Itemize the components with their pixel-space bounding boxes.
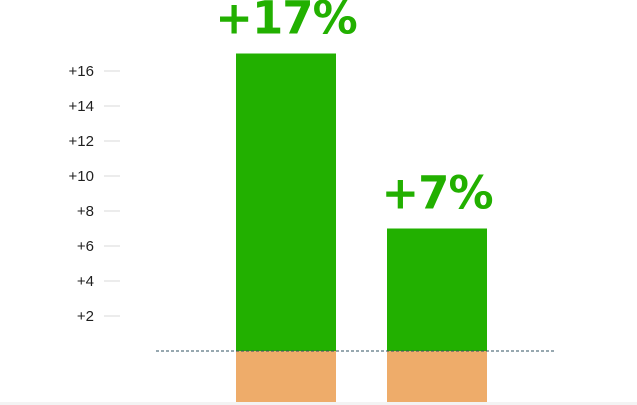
y-tick-label: +8 [77, 203, 94, 220]
bar-data-label: +7% [381, 167, 492, 220]
y-axis: +2 +4 +6 +8 +10 +12 +14 +16 [69, 63, 120, 325]
bars [156, 53, 556, 402]
y-tick-label: +6 [77, 238, 94, 255]
bottom-divider [0, 402, 637, 405]
y-tick-label: +10 [69, 168, 94, 185]
bar [387, 228, 487, 351]
bar-below-baseline [387, 351, 487, 402]
y-tick-label: +16 [69, 63, 94, 80]
bar-data-label: +17% [215, 0, 356, 45]
y-tick-label: +2 [77, 308, 94, 325]
data-labels: +17% +7% [215, 0, 493, 220]
y-tick-label: +14 [69, 98, 94, 115]
bar-below-baseline [236, 351, 336, 402]
y-tick-label: +4 [77, 273, 94, 290]
bar [236, 53, 336, 351]
y-tick-label: +12 [69, 133, 94, 150]
